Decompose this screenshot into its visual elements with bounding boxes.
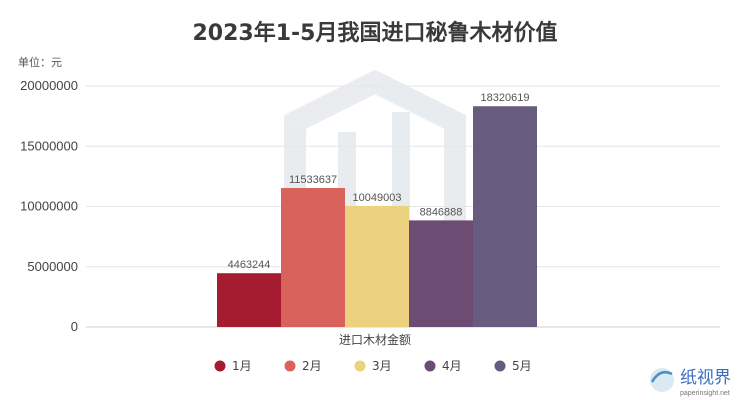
- bar-2: [281, 188, 345, 327]
- bar-value-label: 11533637: [289, 174, 337, 186]
- y-tick-label: 0: [71, 319, 78, 334]
- bar-value-label: 10049003: [353, 192, 402, 204]
- y-tick-labels: 0 5000000 10000000 15000000 20000000: [20, 78, 78, 334]
- chart-title: 2023年1-5月我国进口秘鲁木材价值: [193, 20, 558, 46]
- unit-label: 单位：元: [18, 55, 62, 69]
- brand-logo-icon: [650, 368, 674, 392]
- legend-swatch: [354, 360, 366, 372]
- legend-label: 5月: [512, 359, 532, 373]
- legend-swatch: [424, 360, 436, 372]
- legend-label: 2月: [302, 359, 322, 373]
- y-tick-label: 20000000: [20, 78, 78, 93]
- legend-swatch: [214, 360, 226, 372]
- brand-name: 纸视界: [680, 368, 731, 388]
- y-tick-label: 15000000: [20, 138, 78, 153]
- bars: [217, 106, 537, 327]
- bar-1: [217, 273, 281, 327]
- bar-value-label: 18320619: [481, 92, 530, 104]
- y-tick-label: 10000000: [20, 199, 78, 214]
- legend: 1月 2月 3月 4月 5月: [214, 359, 532, 373]
- bar-5: [473, 106, 537, 327]
- y-tick-label: 5000000: [27, 259, 78, 274]
- bar-value-label: 8846888: [420, 206, 463, 218]
- legend-swatch: [284, 360, 296, 372]
- legend-swatch: [494, 360, 506, 372]
- legend-label: 4月: [442, 359, 462, 373]
- data-labels: 4463244 11533637 10049003 8846888 18320619: [228, 92, 530, 271]
- bar-3: [345, 205, 409, 327]
- brand-watermark: 纸视界 paperinsight.net: [650, 368, 731, 397]
- x-category-label: 进口木材金额: [339, 332, 411, 347]
- bar-4: [409, 220, 473, 327]
- bar-value-label: 4463244: [228, 259, 271, 271]
- legend-label: 3月: [372, 359, 392, 373]
- brand-url: paperinsight.net: [680, 390, 730, 397]
- legend-label: 1月: [232, 359, 252, 373]
